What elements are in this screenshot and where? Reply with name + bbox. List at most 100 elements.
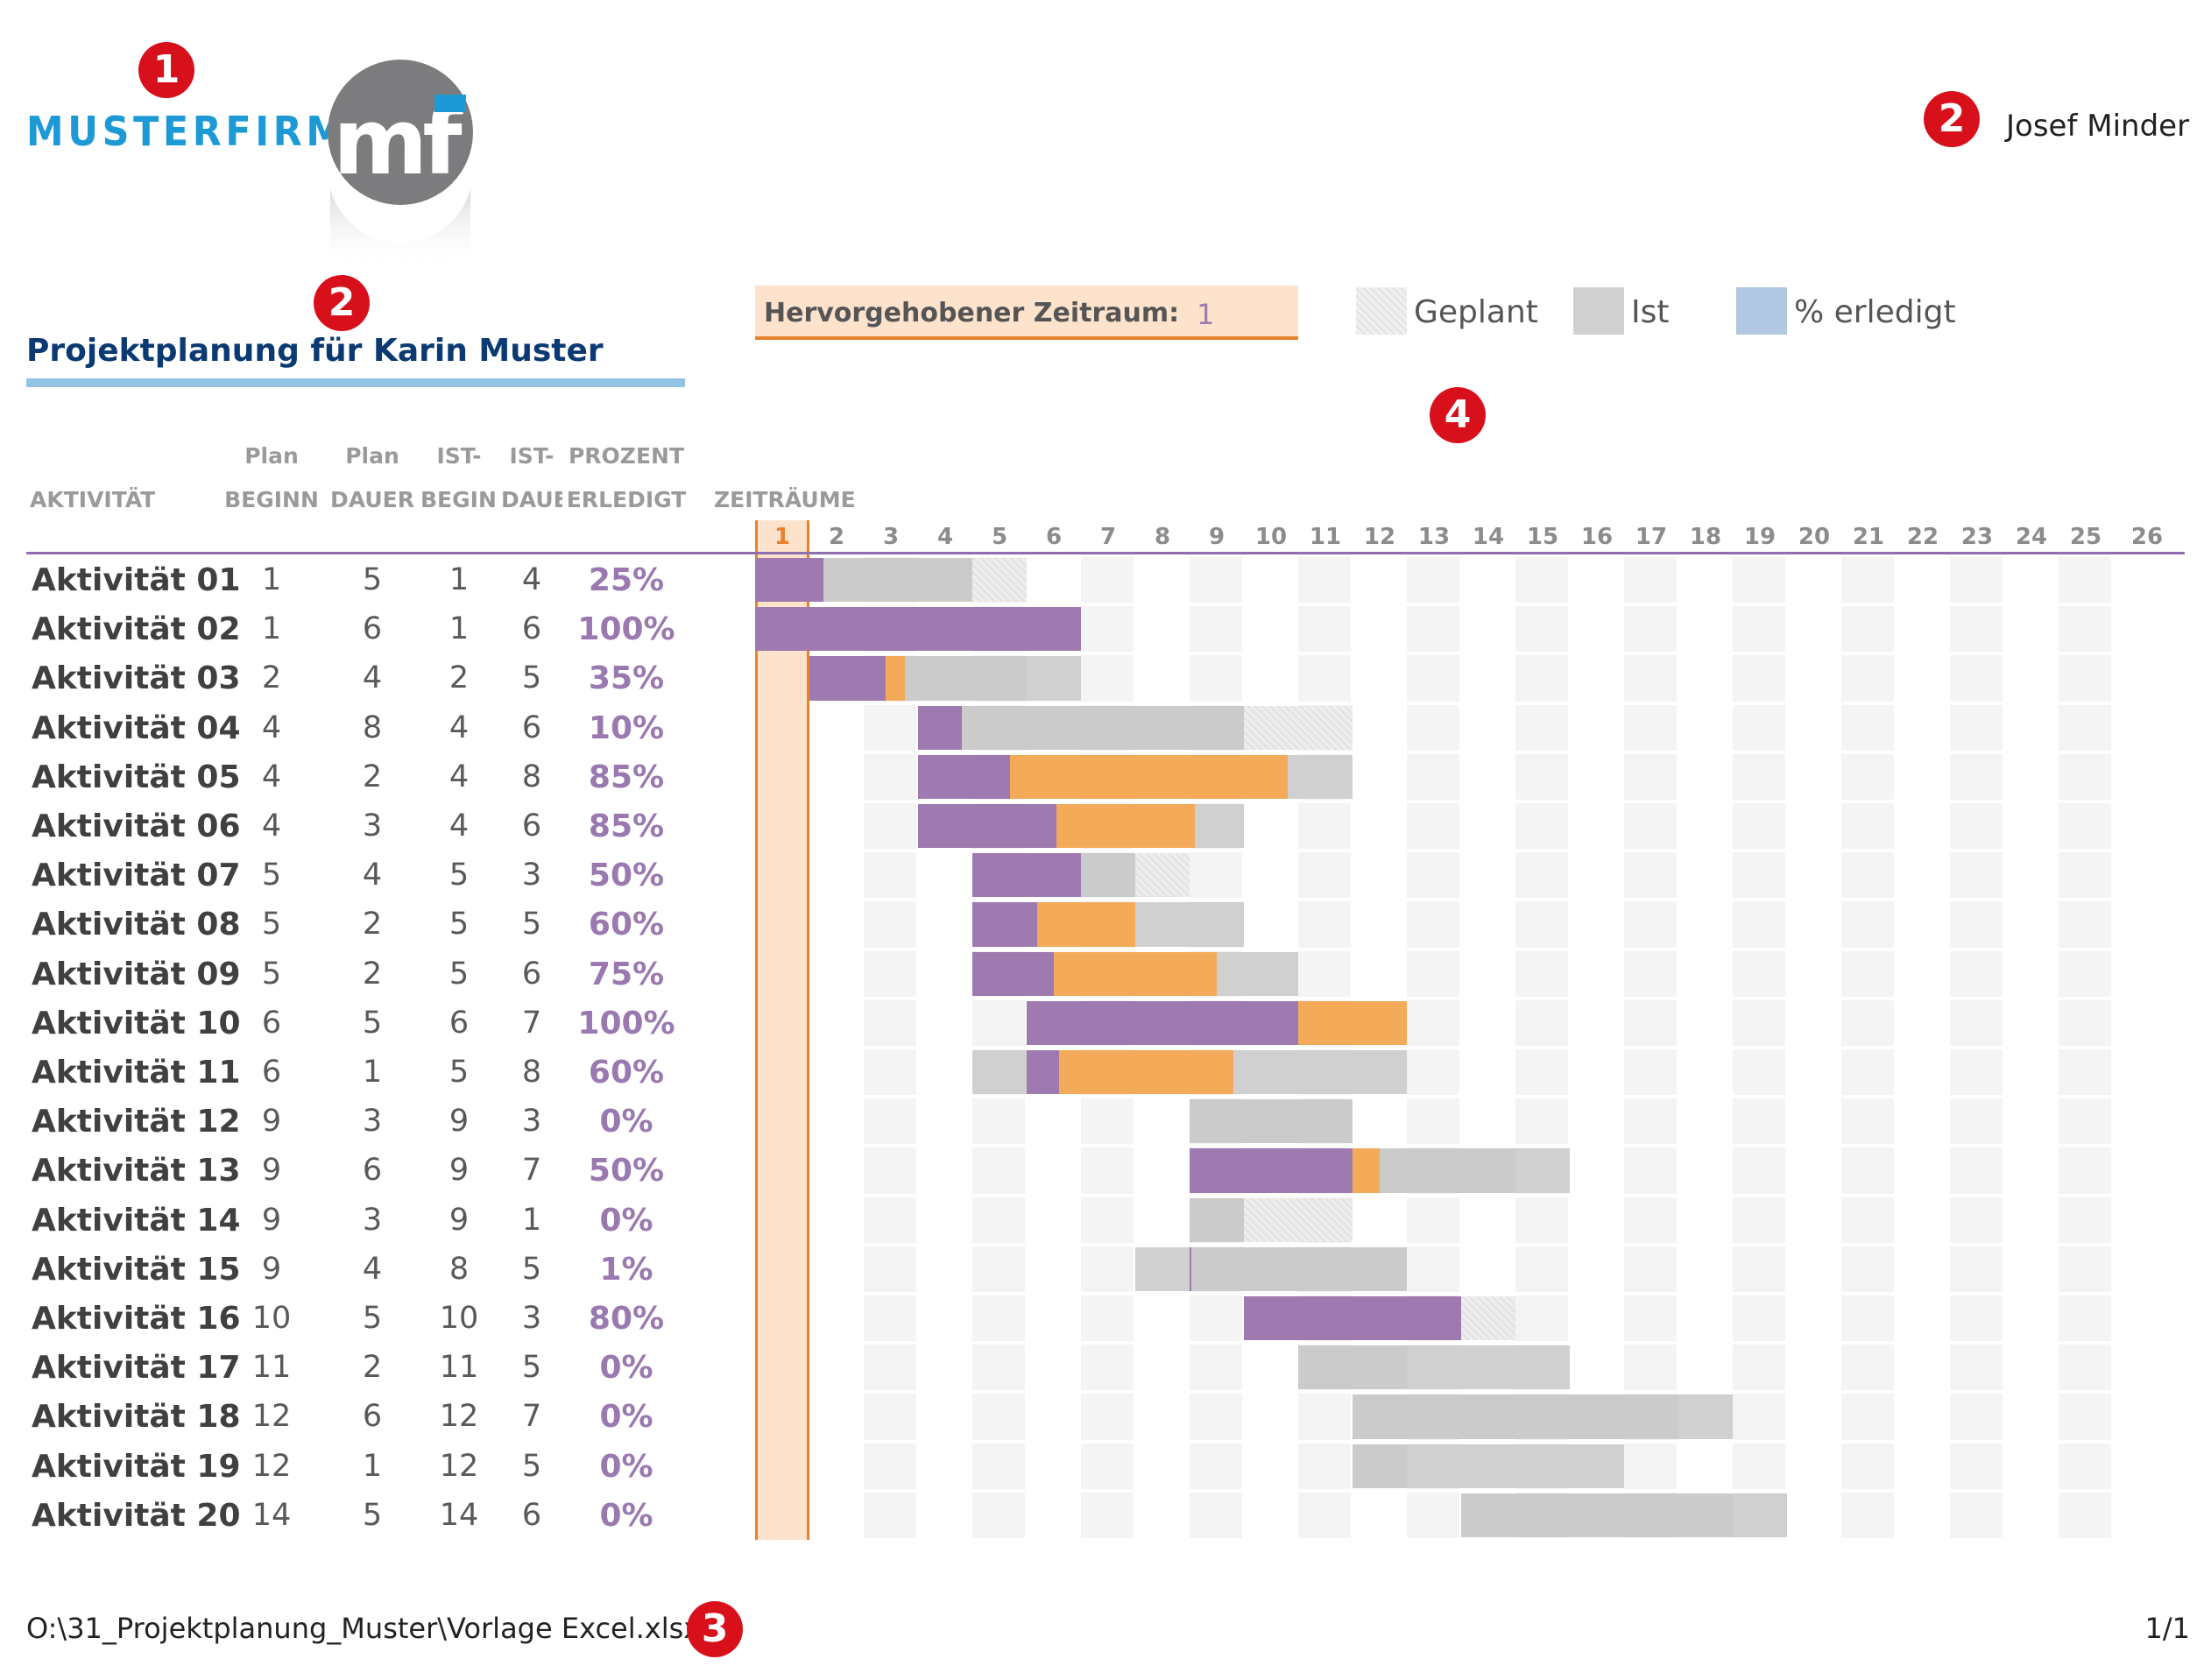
gantt-cell <box>1950 753 2003 800</box>
gantt-cell <box>1841 1147 1894 1194</box>
gantt-cell <box>1733 1246 1785 1292</box>
gantt-cell <box>1624 1246 1677 1292</box>
gantt-cell <box>1733 655 1785 702</box>
activity-name: Aktivität 02 <box>32 611 241 648</box>
gantt-cell <box>1081 1492 1134 1538</box>
gantt-cell <box>1515 803 1568 850</box>
actual-begin-cell: 9 <box>449 1202 470 1238</box>
gantt-cell <box>1461 1246 1514 1292</box>
gantt-cell <box>918 1049 971 1096</box>
plan-begin-cell: 2 <box>261 660 282 696</box>
period-tick: 9 <box>1208 524 1226 550</box>
gantt-cell <box>1461 950 1514 997</box>
period-tick: 5 <box>991 524 1008 550</box>
gantt-cell <box>1081 1147 1134 1194</box>
col-header-percent: ERLEDIGT <box>566 487 687 512</box>
gantt-cell <box>864 852 916 899</box>
percent-complete-cell: 60% <box>588 907 665 943</box>
gantt-cell <box>1624 1098 1677 1145</box>
gantt-cell <box>1570 950 1622 997</box>
gantt-cell <box>1353 753 1405 800</box>
gantt-cell <box>1298 1492 1351 1538</box>
gantt-cell <box>1298 557 1351 604</box>
gantt-cell <box>2059 704 2111 751</box>
gantt-cell <box>1678 606 1731 653</box>
gantt-cell <box>1841 803 1894 850</box>
percent-complete-bar <box>972 853 1081 898</box>
gantt-cell <box>1733 1098 1785 1145</box>
plan-begin-cell: 12 <box>251 1448 292 1484</box>
gantt-cell <box>1027 1345 1079 1391</box>
plan-duration-cell: 5 <box>362 1497 383 1533</box>
gantt-cell <box>918 1394 971 1440</box>
gantt-cell <box>809 999 862 1046</box>
gantt-cell <box>1570 1295 1622 1342</box>
gantt-cell <box>1244 1443 1296 1489</box>
gantt-cell <box>1624 557 1677 604</box>
gantt-cell <box>1733 901 1785 948</box>
period-tick: 11 <box>1309 524 1342 550</box>
gantt-cell <box>1461 803 1514 850</box>
plan-duration-cell: 1 <box>362 1055 383 1090</box>
period-tick: 7 <box>1099 524 1117 550</box>
period-tick: 15 <box>1526 524 1559 550</box>
gantt-cell <box>2004 852 2057 899</box>
gantt-cell <box>1678 655 1731 702</box>
company-logo-text: MUSTERFIRMA <box>26 108 381 155</box>
actual-duration-cell: 5 <box>521 1350 542 1386</box>
gantt-cell <box>1787 1049 1840 1096</box>
gantt-cell <box>809 753 862 800</box>
percent-complete-cell: 0% <box>599 1104 653 1140</box>
plan-begin-cell: 4 <box>261 808 282 844</box>
gantt-cell <box>2004 999 2057 1046</box>
gantt-cell <box>1407 704 1459 751</box>
header-separator-line <box>26 552 2185 554</box>
gantt-cell <box>1190 1345 1242 1391</box>
gantt-cell <box>1841 1295 1894 1342</box>
gantt-cell <box>2113 999 2179 1046</box>
plan-duration-cell: 2 <box>362 759 383 794</box>
gantt-cell <box>864 1147 916 1194</box>
gantt-cell <box>864 1049 916 1096</box>
title-underline <box>26 378 685 387</box>
gantt-cell <box>1841 557 1894 604</box>
gantt-cell <box>1787 1147 1840 1194</box>
actual-duration-cell: 5 <box>521 1448 542 1484</box>
gantt-cell <box>1787 1394 1840 1440</box>
gantt-cell <box>918 852 971 899</box>
gantt-cell <box>1896 1295 1948 1342</box>
gantt-cell <box>1135 655 1188 702</box>
gantt-cell <box>1950 1443 2003 1489</box>
activity-name: Aktivität 15 <box>32 1251 241 1288</box>
gantt-cell <box>1244 803 1296 850</box>
legend-planned-label: Geplant <box>1414 294 1538 330</box>
period-tick: 23 <box>1960 524 1994 550</box>
gantt-cell <box>2059 1443 2111 1489</box>
gantt-cell <box>1624 704 1677 751</box>
gantt-cell <box>1841 1492 1894 1538</box>
gantt-cell <box>2059 1492 2111 1538</box>
gantt-cell <box>809 852 862 899</box>
percent-complete-bar <box>755 607 1081 652</box>
percent-complete-cell: 75% <box>588 956 665 992</box>
col-header-plan-duration-top: Plan <box>345 443 399 469</box>
gantt-cell <box>1678 1196 1731 1243</box>
gantt-cell <box>1950 1098 2003 1145</box>
gantt-cell <box>1678 1295 1731 1342</box>
gantt-cell <box>1841 1394 1894 1440</box>
gantt-cell <box>1733 1443 1785 1489</box>
gantt-cell <box>1407 1492 1459 1538</box>
plan-begin-cell: 9 <box>261 1202 282 1238</box>
gantt-cell <box>1733 999 1785 1046</box>
gantt-cell <box>1515 1295 1568 1342</box>
actual-duration-cell: 4 <box>521 562 542 597</box>
gantt-cell <box>972 1196 1025 1243</box>
gantt-cell <box>1190 557 1242 604</box>
gantt-cell <box>972 1246 1025 1292</box>
gantt-cell <box>1896 950 1948 997</box>
gantt-cell <box>864 999 916 1046</box>
actual-duration-cell: 5 <box>521 660 542 696</box>
gantt-cell <box>1787 1098 1840 1145</box>
highlight-period-value[interactable]: 1 <box>1197 298 1215 331</box>
percent-complete-bar <box>918 754 1011 799</box>
